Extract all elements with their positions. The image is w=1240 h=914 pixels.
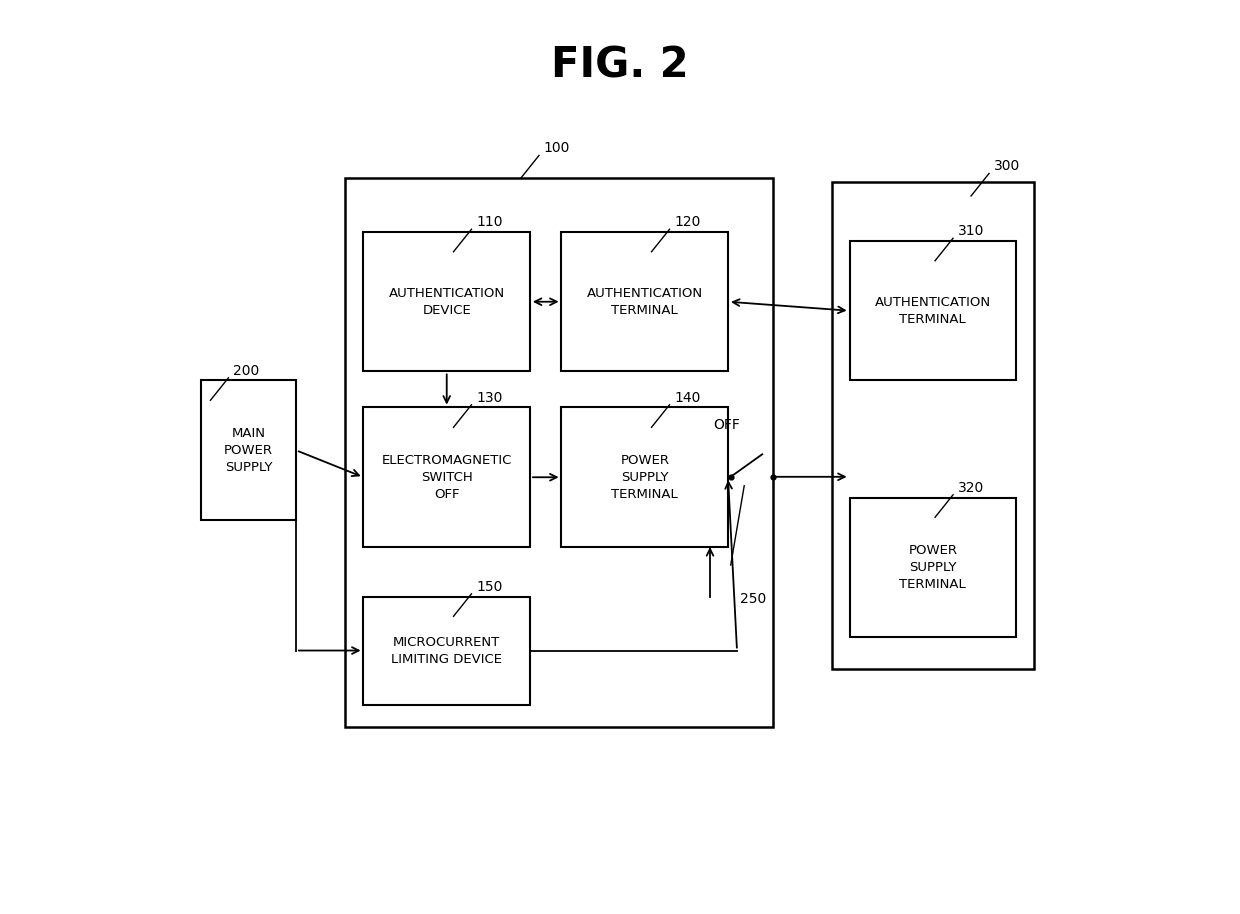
Text: ELECTROMAGNETIC
SWITCH
OFF: ELECTROMAGNETIC SWITCH OFF	[382, 453, 512, 501]
Text: 120: 120	[675, 216, 701, 229]
Bar	[832, 183, 1034, 668]
Text: POWER
SUPPLY
TERMINAL: POWER SUPPLY TERMINAL	[899, 544, 966, 590]
Text: 250: 250	[740, 592, 766, 606]
Bar	[346, 178, 773, 727]
Bar	[849, 497, 1016, 637]
Text: 140: 140	[675, 391, 701, 405]
Text: MICROCURRENT
LIMITING DEVICE: MICROCURRENT LIMITING DEVICE	[392, 635, 502, 665]
Text: 200: 200	[233, 364, 259, 377]
Text: 100: 100	[543, 142, 570, 155]
Text: 150: 150	[476, 579, 502, 594]
Text: 310: 310	[957, 224, 983, 239]
Bar	[363, 597, 529, 705]
Text: 110: 110	[476, 216, 502, 229]
Bar	[562, 408, 728, 547]
Text: 320: 320	[957, 481, 983, 494]
Text: OFF: OFF	[713, 418, 739, 431]
Text: AUTHENTICATION
TERMINAL: AUTHENTICATION TERMINAL	[587, 287, 703, 317]
Bar	[562, 232, 728, 371]
Text: 300: 300	[993, 159, 1019, 174]
Bar	[201, 380, 296, 520]
Text: MAIN
POWER
SUPPLY: MAIN POWER SUPPLY	[224, 427, 273, 473]
Text: POWER
SUPPLY
TERMINAL: POWER SUPPLY TERMINAL	[611, 453, 678, 501]
Text: FIG. 2: FIG. 2	[552, 45, 688, 87]
Text: AUTHENTICATION
TERMINAL: AUTHENTICATION TERMINAL	[874, 296, 991, 325]
Bar	[363, 232, 529, 371]
Bar	[363, 408, 529, 547]
Text: 130: 130	[476, 391, 502, 405]
Bar	[849, 241, 1016, 380]
Text: AUTHENTICATION
DEVICE: AUTHENTICATION DEVICE	[388, 287, 505, 317]
